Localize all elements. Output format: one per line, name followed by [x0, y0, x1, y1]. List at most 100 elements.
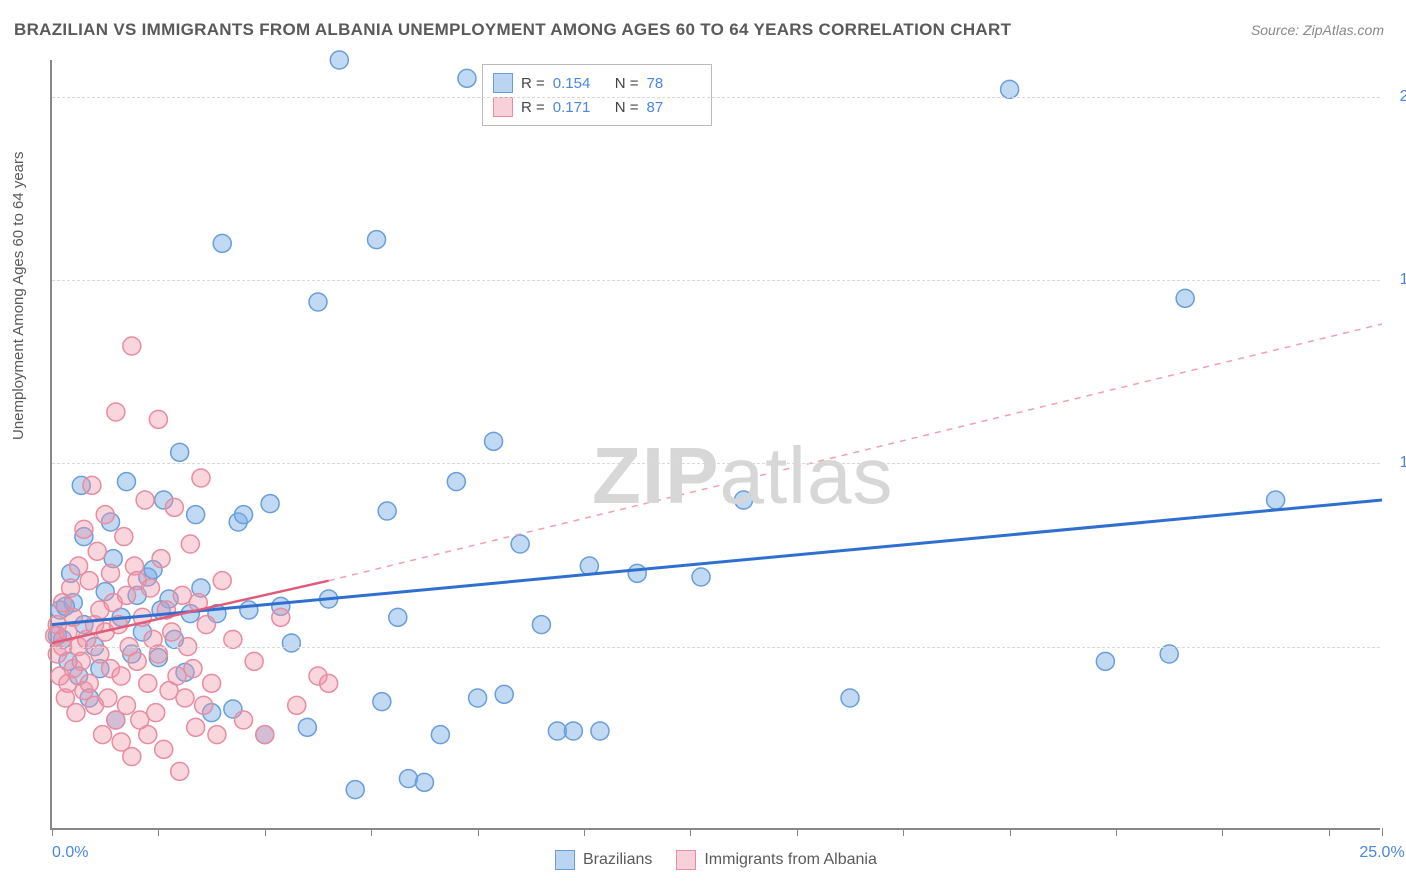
scatter-point	[62, 579, 80, 597]
scatter-point	[171, 443, 189, 461]
scatter-point	[511, 535, 529, 553]
legend-label: Brazilians	[583, 851, 652, 869]
scatter-point	[187, 506, 205, 524]
x-tick-label: 25.0%	[1359, 844, 1404, 862]
source-attribution: Source: ZipAtlas.com	[1251, 22, 1384, 38]
scatter-point	[83, 476, 101, 494]
scatter-point	[458, 69, 476, 87]
scatter-point	[469, 689, 487, 707]
scatter-point	[80, 674, 98, 692]
scatter-point	[184, 660, 202, 678]
scatter-point	[203, 674, 221, 692]
scatter-point	[155, 740, 173, 758]
scatter-point	[112, 667, 130, 685]
scatter-point	[282, 634, 300, 652]
scatter-point	[117, 696, 135, 714]
x-tick	[1222, 828, 1223, 836]
n-label: N =	[615, 75, 639, 92]
scatter-point	[224, 630, 242, 648]
x-tick	[1382, 828, 1383, 836]
n-label: N =	[615, 99, 639, 116]
x-tick	[903, 828, 904, 836]
scatter-point	[735, 491, 753, 509]
scatter-point	[128, 652, 146, 670]
y-axis-label: Unemployment Among Ages 60 to 64 years	[10, 151, 27, 440]
scatter-point	[431, 726, 449, 744]
scatter-point	[841, 689, 859, 707]
scatter-point	[628, 564, 646, 582]
scatter-point	[165, 498, 183, 516]
scatter-point	[447, 473, 465, 491]
scatter-point	[192, 469, 210, 487]
scatter-point	[692, 568, 710, 586]
series-legend: Brazilians Immigrants from Albania	[555, 850, 877, 870]
scatter-point	[75, 520, 93, 538]
legend-item-brazilians: Brazilians	[555, 850, 652, 870]
scatter-point	[136, 491, 154, 509]
scatter-point	[368, 231, 386, 249]
scatter-point	[208, 726, 226, 744]
scatter-point	[213, 572, 231, 590]
scatter-point	[123, 748, 141, 766]
x-tick	[158, 828, 159, 836]
scatter-point	[149, 410, 167, 428]
scatter-point	[1001, 80, 1019, 98]
x-tick	[52, 828, 53, 836]
scatter-point	[256, 726, 274, 744]
x-tick	[1116, 828, 1117, 836]
scatter-point	[99, 689, 117, 707]
scatter-point	[485, 432, 503, 450]
scatter-point	[415, 773, 433, 791]
scatter-point	[389, 608, 407, 626]
gridline	[52, 97, 1380, 98]
scatter-point	[195, 696, 213, 714]
scatter-point	[532, 616, 550, 634]
correlation-legend: R = 0.154 N = 78 R = 0.171 N = 87	[482, 64, 712, 126]
scatter-point	[373, 693, 391, 711]
scatter-point	[187, 718, 205, 736]
swatch-pink-icon	[493, 97, 513, 117]
scatter-point	[288, 696, 306, 714]
scatter-plot: ZIPatlas R = 0.154 N = 78 R = 0.171 N = …	[50, 60, 1380, 830]
scatter-point	[197, 616, 215, 634]
trend-line-extrapolated	[329, 324, 1382, 581]
x-tick-label: 0.0%	[52, 844, 88, 862]
swatch-pink-icon	[676, 850, 696, 870]
n-value-albania: 87	[647, 99, 701, 116]
scatter-point	[171, 762, 189, 780]
scatter-point	[235, 711, 253, 729]
scatter-point	[181, 535, 199, 553]
scatter-point	[80, 572, 98, 590]
scatter-point	[591, 722, 609, 740]
scatter-point	[88, 542, 106, 560]
scatter-point	[261, 495, 279, 513]
swatch-blue-icon	[555, 850, 575, 870]
scatter-point	[213, 234, 231, 252]
x-tick	[265, 828, 266, 836]
gridline	[52, 647, 1380, 648]
x-tick	[690, 828, 691, 836]
scatter-point	[123, 337, 141, 355]
scatter-point	[240, 601, 258, 619]
gridline	[52, 280, 1380, 281]
scatter-point	[152, 550, 170, 568]
chart-title: BRAZILIAN VS IMMIGRANTS FROM ALBANIA UNE…	[14, 20, 1011, 40]
scatter-point	[115, 528, 133, 546]
scatter-point	[346, 781, 364, 799]
scatter-point	[330, 51, 348, 69]
legend-item-albania: Immigrants from Albania	[676, 850, 877, 870]
scatter-point	[1160, 645, 1178, 663]
y-tick-label: 20.0%	[1400, 88, 1406, 106]
scatter-point	[1267, 491, 1285, 509]
r-label: R =	[521, 99, 545, 116]
scatter-point	[1176, 289, 1194, 307]
scatter-point	[176, 689, 194, 707]
scatter-point	[67, 704, 85, 722]
scatter-point	[320, 674, 338, 692]
legend-label: Immigrants from Albania	[704, 851, 877, 869]
scatter-point	[309, 293, 327, 311]
x-tick	[371, 828, 372, 836]
n-value-brazilians: 78	[647, 75, 701, 92]
scatter-point	[96, 506, 114, 524]
r-value-brazilians: 0.154	[553, 75, 607, 92]
